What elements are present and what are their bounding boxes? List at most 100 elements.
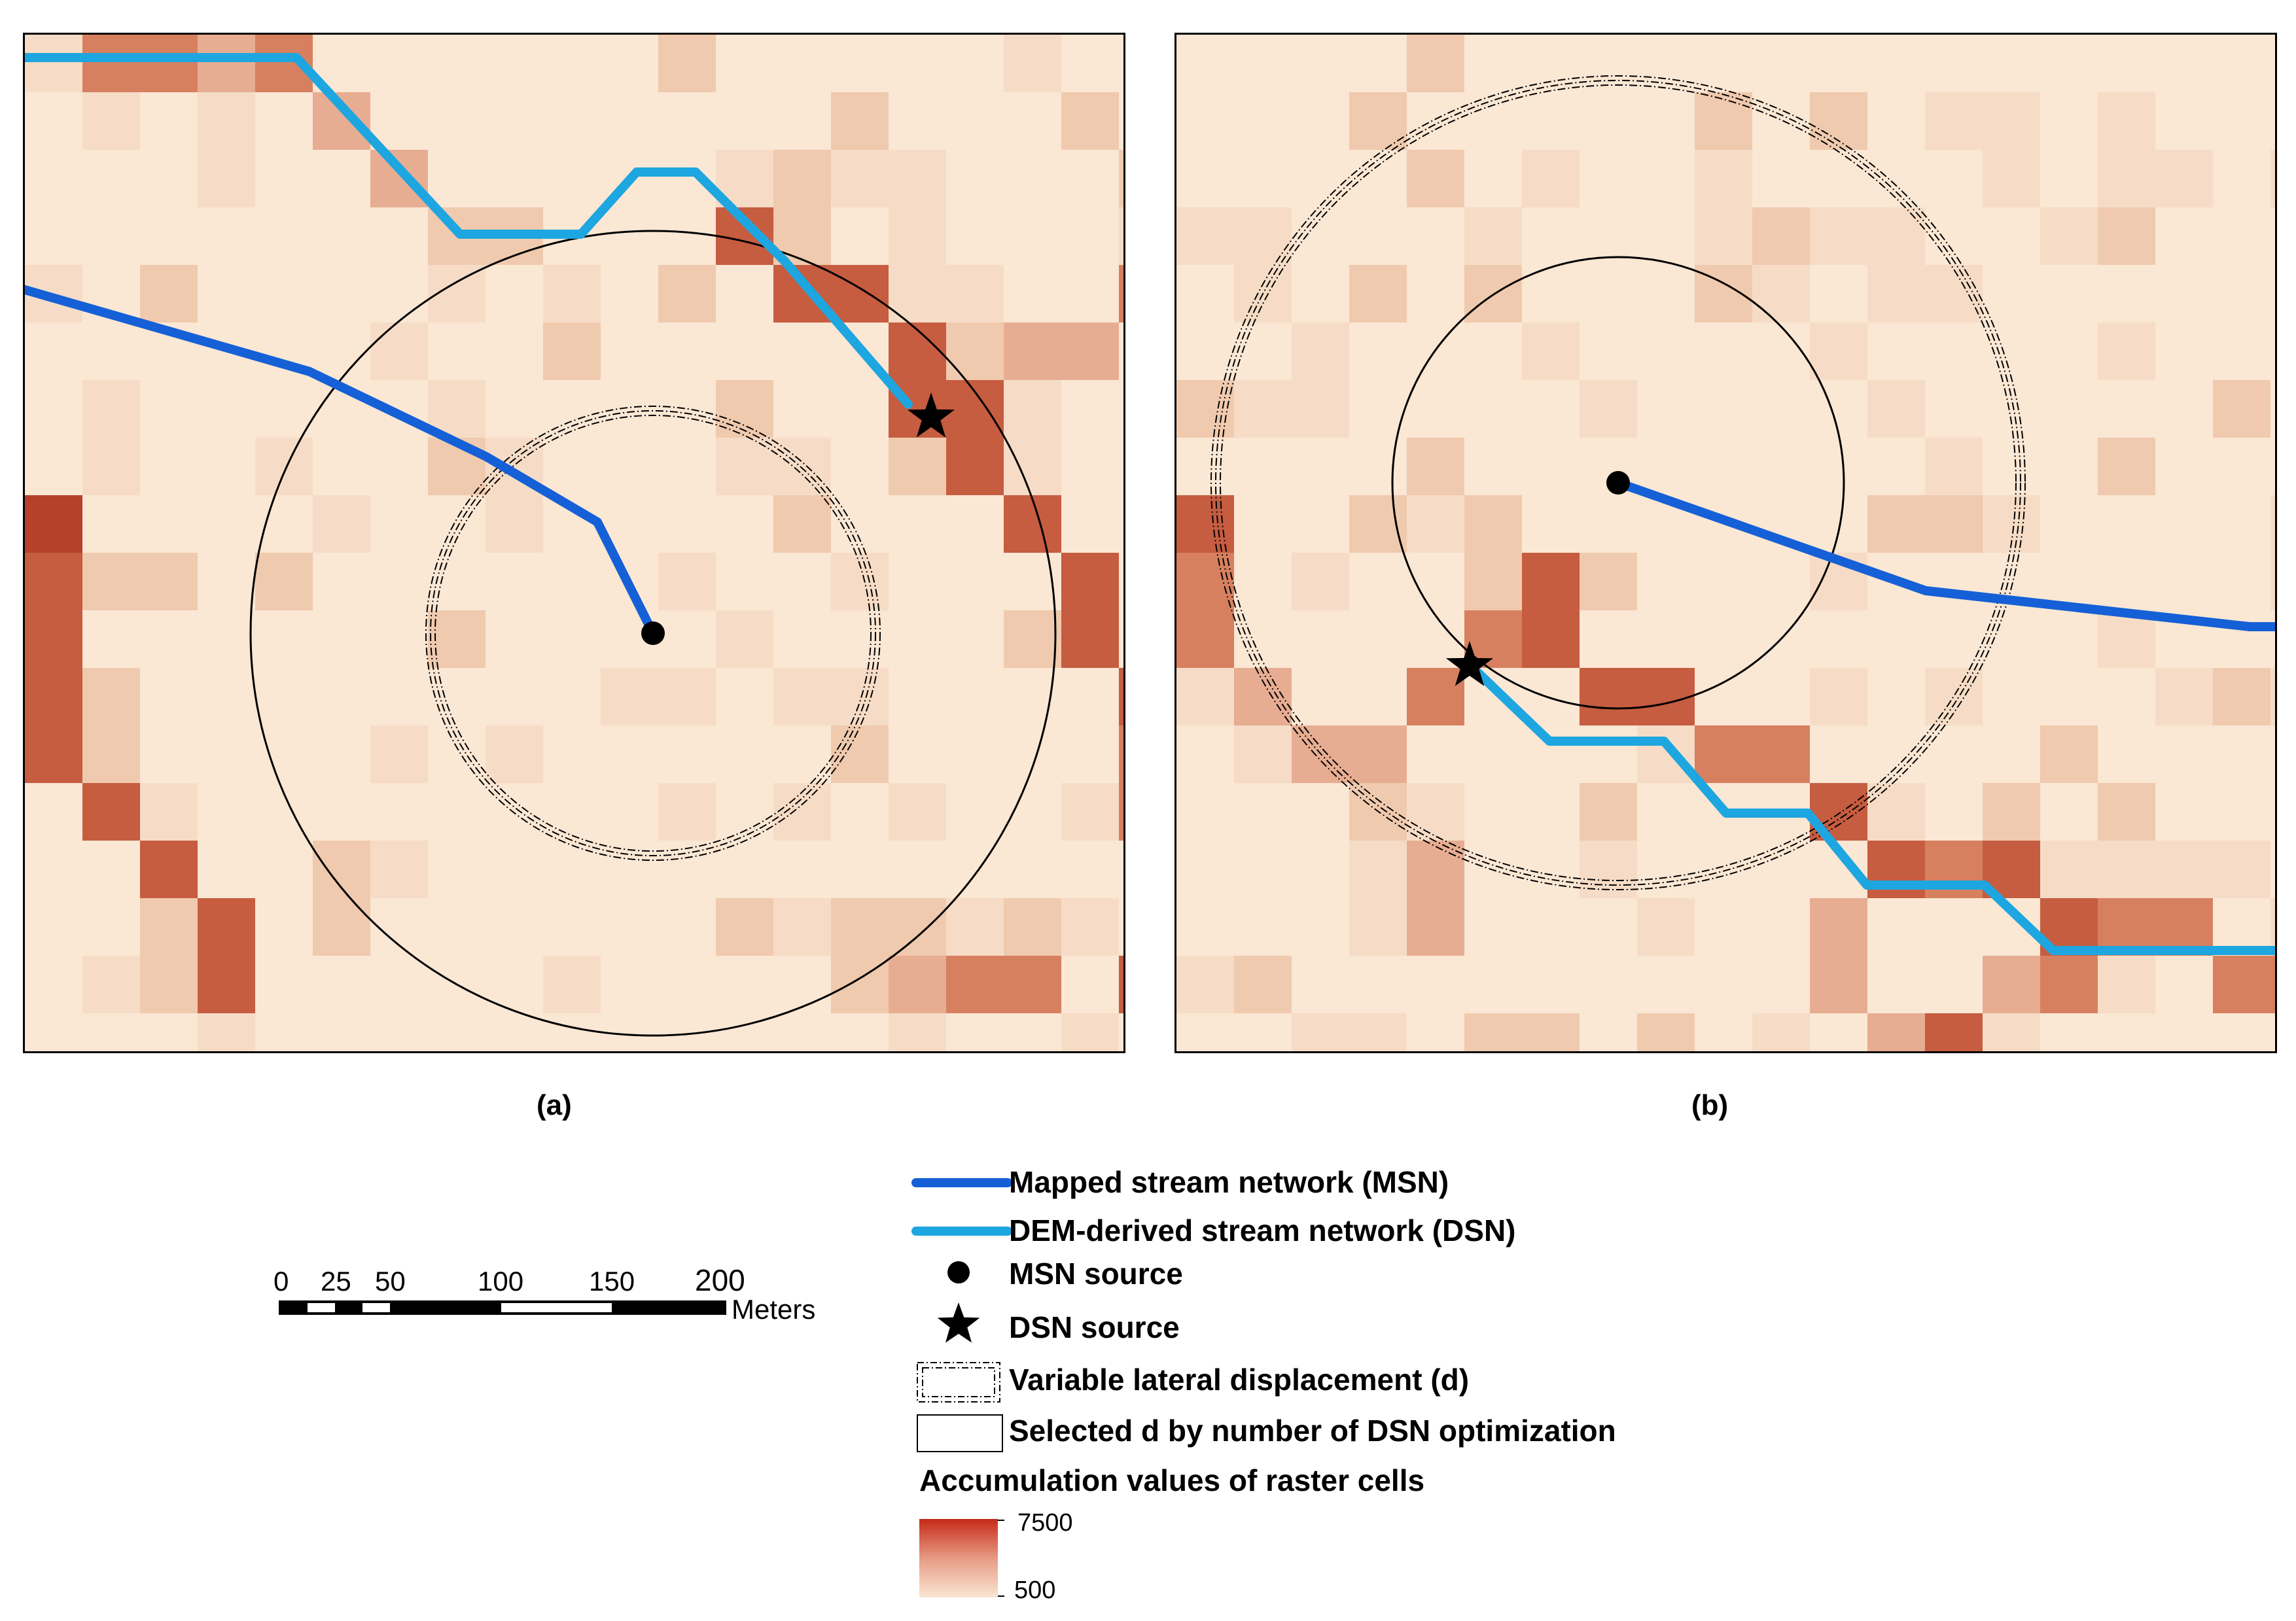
raster-cell [1983, 438, 2040, 495]
raster-cell [1061, 898, 1119, 956]
raster-cell [1349, 668, 1407, 725]
raster-cell [486, 841, 543, 898]
raster-cell [140, 92, 198, 150]
raster-cell [1004, 668, 1061, 725]
raster-cell [2098, 150, 2155, 207]
raster-cell [2213, 150, 2270, 207]
raster-cell [1580, 150, 1637, 207]
map-panel-b [1174, 33, 2277, 1053]
raster-cell [1522, 956, 1580, 1013]
raster-cell [1349, 495, 1407, 553]
raster-cell [1349, 35, 1407, 92]
raster-cell [2155, 438, 2213, 495]
raster-cell [1580, 92, 1637, 150]
raster-cell [2270, 265, 2275, 322]
msn-stream-line [1614, 478, 2275, 631]
raster-cell [1004, 898, 1061, 956]
raster-cell [2040, 495, 2098, 553]
raster-cell [543, 668, 601, 725]
raster-cell [1752, 207, 1810, 265]
raster-cell [1580, 898, 1637, 956]
raster-cell [2270, 553, 2275, 610]
raster-cell [773, 668, 831, 725]
raster-cell [1695, 553, 1752, 610]
raster-cell [1407, 265, 1464, 322]
raster-cell [82, 956, 140, 1013]
raster-cell [716, 35, 773, 92]
raster-cell [1407, 553, 1464, 610]
raster-cell [1752, 265, 1810, 322]
raster-cell [1119, 322, 1123, 380]
raster-cell [658, 495, 716, 553]
raster-cell [2098, 668, 2155, 725]
raster-cell [773, 610, 831, 668]
raster-cell [2213, 495, 2270, 553]
raster-cell [889, 898, 946, 956]
raster-cell [2213, 610, 2270, 668]
raster-cell [1522, 610, 1580, 668]
raster-cell [1695, 668, 1752, 725]
raster-cell [255, 207, 313, 265]
raster-cell [1004, 783, 1061, 841]
raster-cell [601, 438, 658, 495]
raster-cell [198, 495, 255, 553]
raster-cell [370, 956, 428, 1013]
raster-cell [1176, 898, 1234, 956]
raster-cell [313, 322, 370, 380]
raster-cell [1349, 956, 1407, 1013]
raster-cell [82, 898, 140, 956]
raster-cell [1810, 380, 1867, 438]
raster-cell [1407, 150, 1464, 207]
raster-cell [1004, 841, 1061, 898]
raster-cell [601, 1013, 658, 1051]
raster-cell [2155, 783, 2213, 841]
raster-cell [1349, 322, 1407, 380]
raster-cell [831, 92, 889, 150]
raster-cell [946, 35, 1004, 92]
displacement-circle-outer [1210, 75, 2026, 890]
raster-cell [716, 610, 773, 668]
raster-cell [1522, 841, 1580, 898]
raster-cell [1292, 898, 1349, 956]
raster-cell [25, 610, 82, 668]
raster-cell [1810, 438, 1867, 495]
raster-cell [543, 438, 601, 495]
raster-cell [1637, 35, 1695, 92]
raster-cell [1407, 725, 1464, 783]
map-a-canvas [25, 35, 1123, 1051]
raster-cell [773, 725, 831, 783]
raster-cell [1061, 553, 1119, 610]
raster-cell [370, 668, 428, 725]
raster-cell [428, 668, 486, 725]
raster-cell [2098, 553, 2155, 610]
raster-cell [82, 35, 140, 92]
raster-cell [1867, 898, 1925, 956]
raster-cell [543, 35, 601, 92]
raster-cell [2040, 35, 2098, 92]
raster-cell [773, 380, 831, 438]
raster-cell [946, 438, 1004, 495]
raster-cell [370, 438, 428, 495]
raster-cell [255, 725, 313, 783]
raster-cell [1522, 150, 1580, 207]
raster-cell [773, 1013, 831, 1051]
raster-cell [1752, 322, 1810, 380]
raster-cell [428, 322, 486, 380]
raster-cell [658, 380, 716, 438]
raster-cell [1867, 322, 1925, 380]
raster-cell [2040, 265, 2098, 322]
raster-cell [1810, 725, 1867, 783]
raster-cell [2270, 668, 2275, 725]
raster-cell [889, 553, 946, 610]
raster-cell [25, 207, 82, 265]
raster-cell [25, 380, 82, 438]
raster-cell [2270, 1013, 2275, 1051]
raster-cell [889, 956, 946, 1013]
raster-cell [773, 92, 831, 150]
raster-cell [313, 610, 370, 668]
raster-cell [1119, 610, 1123, 668]
raster-cell [25, 438, 82, 495]
raster-cell [1925, 150, 1983, 207]
raster-cell [1925, 610, 1983, 668]
raster-cell [946, 150, 1004, 207]
